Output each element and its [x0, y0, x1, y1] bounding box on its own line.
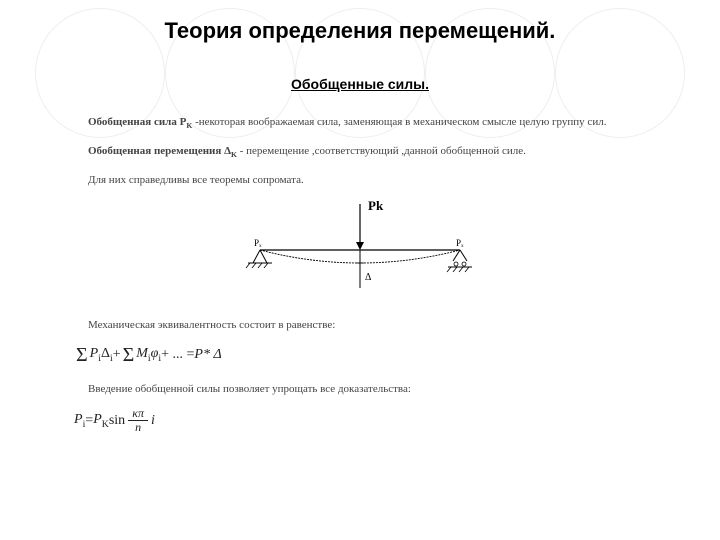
delta-label: Δ — [365, 272, 372, 283]
svg-text:Pₓ: Pₓ — [254, 238, 262, 248]
paragraph-2: Обобщенная перемещения ΔK - перемещение … — [60, 139, 660, 164]
force-label: Pk — [368, 198, 384, 213]
page-subtitle: Обобщенные силы. — [60, 76, 660, 92]
beam-diagram: Pk Pₓ Pₓ — [60, 198, 660, 303]
equation-2: Pi = PK sin κπ n i — [74, 407, 660, 434]
paragraph-3: Для них справедливы все теоремы сопромат… — [60, 168, 660, 192]
paragraph-5: Введение обобщенной силы позволяет упрощ… — [60, 377, 660, 401]
body-text: Обобщенная сила PK -некоторая воображаем… — [60, 110, 660, 192]
slide-content: Теория определения перемещений. Обобщенн… — [0, 0, 720, 434]
svg-text:Pₓ: Pₓ — [456, 238, 464, 248]
equation-1: Σ PiΔi + Σ Miφi + ... = P* Δ — [74, 344, 660, 367]
paragraph-4: Механическая эквивалентность состоит в р… — [60, 313, 660, 337]
paragraph-1: Обобщенная сила PK -некоторая воображаем… — [60, 110, 660, 135]
page-title: Теория определения перемещений. — [60, 18, 660, 44]
